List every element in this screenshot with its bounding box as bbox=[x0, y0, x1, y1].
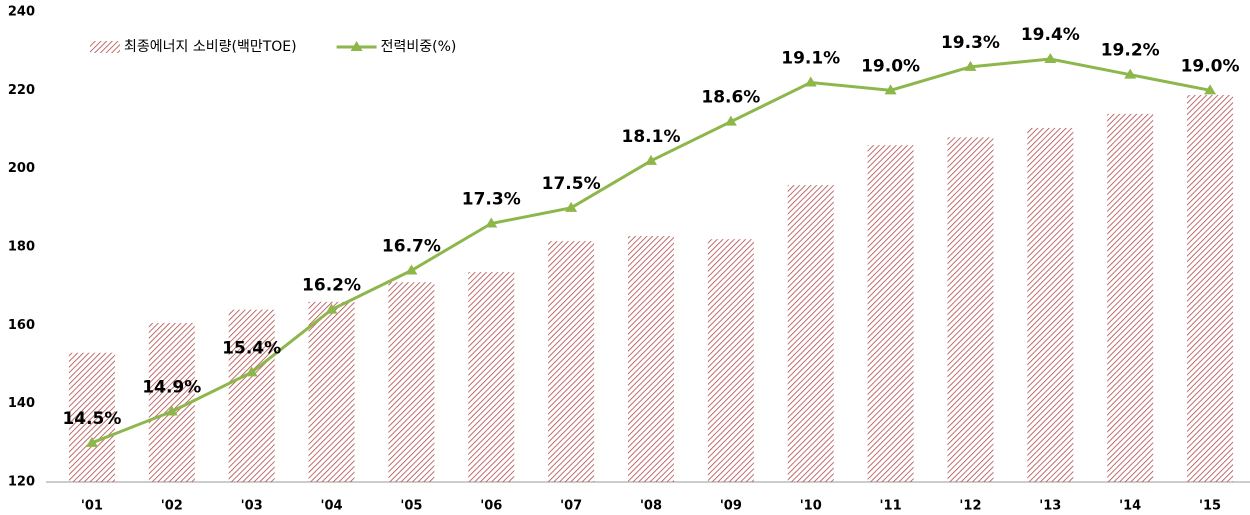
bar bbox=[308, 301, 355, 482]
data-label: 17.3% bbox=[462, 190, 521, 210]
x-tick-label: '12 bbox=[959, 499, 981, 514]
bar bbox=[228, 309, 275, 482]
marker bbox=[325, 303, 338, 314]
data-label: 19.0% bbox=[1181, 56, 1240, 76]
marker bbox=[964, 60, 977, 71]
data-label: 19.0% bbox=[861, 56, 920, 76]
y-tick-label: 200 bbox=[8, 161, 35, 176]
bar bbox=[1027, 127, 1074, 482]
x-tick-label: '05 bbox=[400, 499, 422, 514]
x-tick-label: '10 bbox=[800, 499, 822, 514]
x-tick-label: '08 bbox=[640, 499, 662, 514]
bar bbox=[787, 185, 834, 482]
x-tick-label: '04 bbox=[320, 499, 342, 514]
data-label: 19.1% bbox=[781, 49, 840, 69]
marker bbox=[245, 366, 258, 377]
legend-marker bbox=[350, 41, 363, 51]
y-tick-label: 140 bbox=[8, 396, 35, 411]
bar bbox=[947, 137, 994, 483]
x-tick-label: '11 bbox=[880, 499, 902, 514]
marker bbox=[165, 405, 178, 416]
bar bbox=[707, 239, 754, 482]
marker bbox=[884, 84, 897, 95]
bar bbox=[388, 282, 435, 482]
y-tick-label: 180 bbox=[8, 240, 35, 255]
data-label: 19.3% bbox=[941, 33, 1000, 53]
bar bbox=[68, 352, 115, 482]
x-tick-label: '02 bbox=[161, 499, 183, 514]
x-tick-label: '13 bbox=[1039, 499, 1061, 514]
y-tick-label: 120 bbox=[8, 475, 35, 490]
data-label: 19.4% bbox=[1021, 25, 1080, 45]
x-tick-label: '15 bbox=[1199, 499, 1221, 514]
bar bbox=[628, 236, 674, 482]
data-label: 15.4% bbox=[222, 338, 281, 358]
marker bbox=[485, 217, 498, 228]
bar bbox=[1187, 95, 1234, 483]
x-tick-label: '09 bbox=[720, 499, 742, 514]
y-tick-label: 160 bbox=[8, 318, 35, 333]
y-tick-label: 220 bbox=[8, 83, 35, 98]
marker bbox=[724, 115, 737, 126]
x-tick-label: '03 bbox=[241, 499, 263, 514]
marker bbox=[1204, 84, 1217, 95]
y-tick-label: 240 bbox=[8, 5, 35, 20]
marker bbox=[565, 201, 578, 212]
bar bbox=[1107, 113, 1154, 482]
x-tick-label: '01 bbox=[81, 499, 103, 514]
legend-swatch bbox=[90, 41, 120, 53]
data-label: 18.1% bbox=[622, 127, 681, 147]
x-tick-label: '06 bbox=[480, 499, 502, 514]
legend-label: 전력비중(%) bbox=[381, 39, 457, 55]
data-label: 14.5% bbox=[62, 409, 121, 429]
data-label: 17.5% bbox=[542, 174, 601, 194]
data-label: 14.9% bbox=[142, 378, 201, 398]
data-label: 16.2% bbox=[302, 276, 361, 296]
marker bbox=[645, 154, 657, 165]
marker bbox=[804, 76, 817, 87]
bar bbox=[548, 241, 595, 482]
data-label: 18.6% bbox=[701, 88, 760, 108]
marker bbox=[1044, 53, 1057, 63]
data-label: 19.2% bbox=[1101, 41, 1160, 61]
legend-label: 최종에너지 소비량(백만TOE) bbox=[124, 39, 297, 55]
bar bbox=[468, 272, 515, 482]
data-label: 16.7% bbox=[382, 237, 441, 257]
x-tick-label: '14 bbox=[1119, 499, 1141, 514]
marker bbox=[405, 264, 418, 275]
x-tick-label: '07 bbox=[560, 499, 582, 514]
marker bbox=[85, 436, 98, 447]
bar bbox=[867, 145, 914, 482]
marker bbox=[1124, 68, 1137, 79]
